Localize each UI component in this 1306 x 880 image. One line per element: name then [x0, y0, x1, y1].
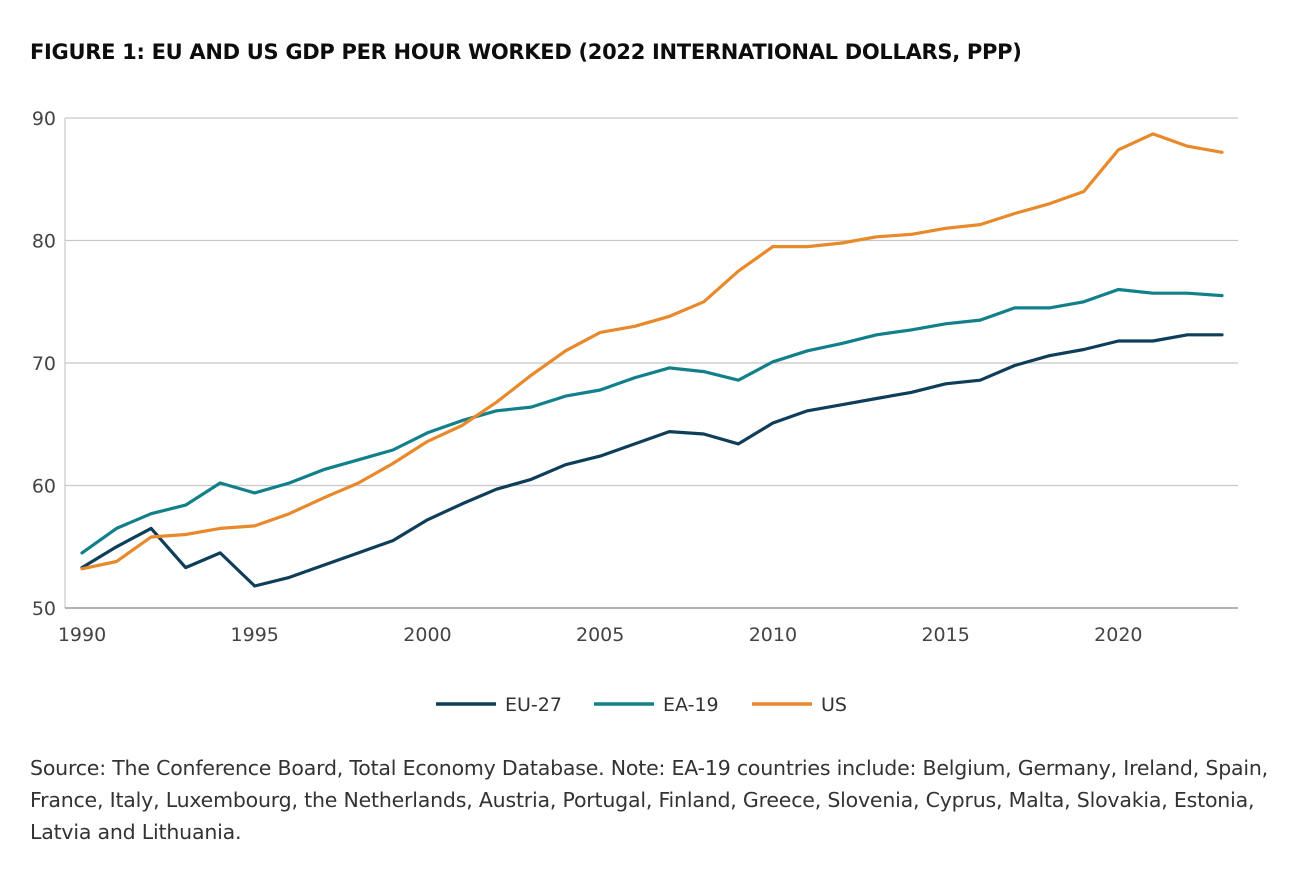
x-tick-label: 2005 — [576, 624, 624, 646]
chart-title: FIGURE 1: EU AND US GDP PER HOUR WORKED … — [30, 40, 1022, 64]
line-chart: 50 60 70 80 90 1990 1995 2000 2005 2010 2015 2020 E… — [32, 108, 1238, 716]
legend-label-us: US — [821, 694, 847, 716]
y-tick-label: 70 — [32, 353, 56, 375]
legend: EU-27 EA-19 US — [436, 694, 847, 716]
x-tick-label: 2015 — [921, 624, 969, 646]
series-line-eu-27 — [80, 333, 1224, 588]
series-lines — [80, 132, 1224, 588]
x-tick-label: 1990 — [58, 624, 106, 646]
series-line-ea-19 — [80, 287, 1224, 555]
x-tick-label: 2010 — [749, 624, 797, 646]
y-tick-label: 60 — [32, 476, 56, 498]
axes — [64, 118, 1238, 609]
y-tick-label: 50 — [32, 598, 56, 620]
x-tick-label: 2000 — [403, 624, 451, 646]
x-tick-label: 1995 — [231, 624, 279, 646]
legend-label-ea-19: EA-19 — [663, 694, 719, 716]
tick-labels: 50 60 70 80 90 1990 1995 2000 2005 2010 2015 2020 — [32, 108, 1143, 646]
y-tick-label: 90 — [32, 108, 56, 130]
grid-lines — [65, 117, 1238, 487]
y-tick-label: 80 — [32, 231, 56, 253]
x-tick-label: 2020 — [1094, 624, 1142, 646]
legend-label-eu-27: EU-27 — [505, 694, 562, 716]
series-line-us — [80, 132, 1224, 571]
source-note: Source: The Conference Board, Total Econ… — [30, 756, 1268, 844]
